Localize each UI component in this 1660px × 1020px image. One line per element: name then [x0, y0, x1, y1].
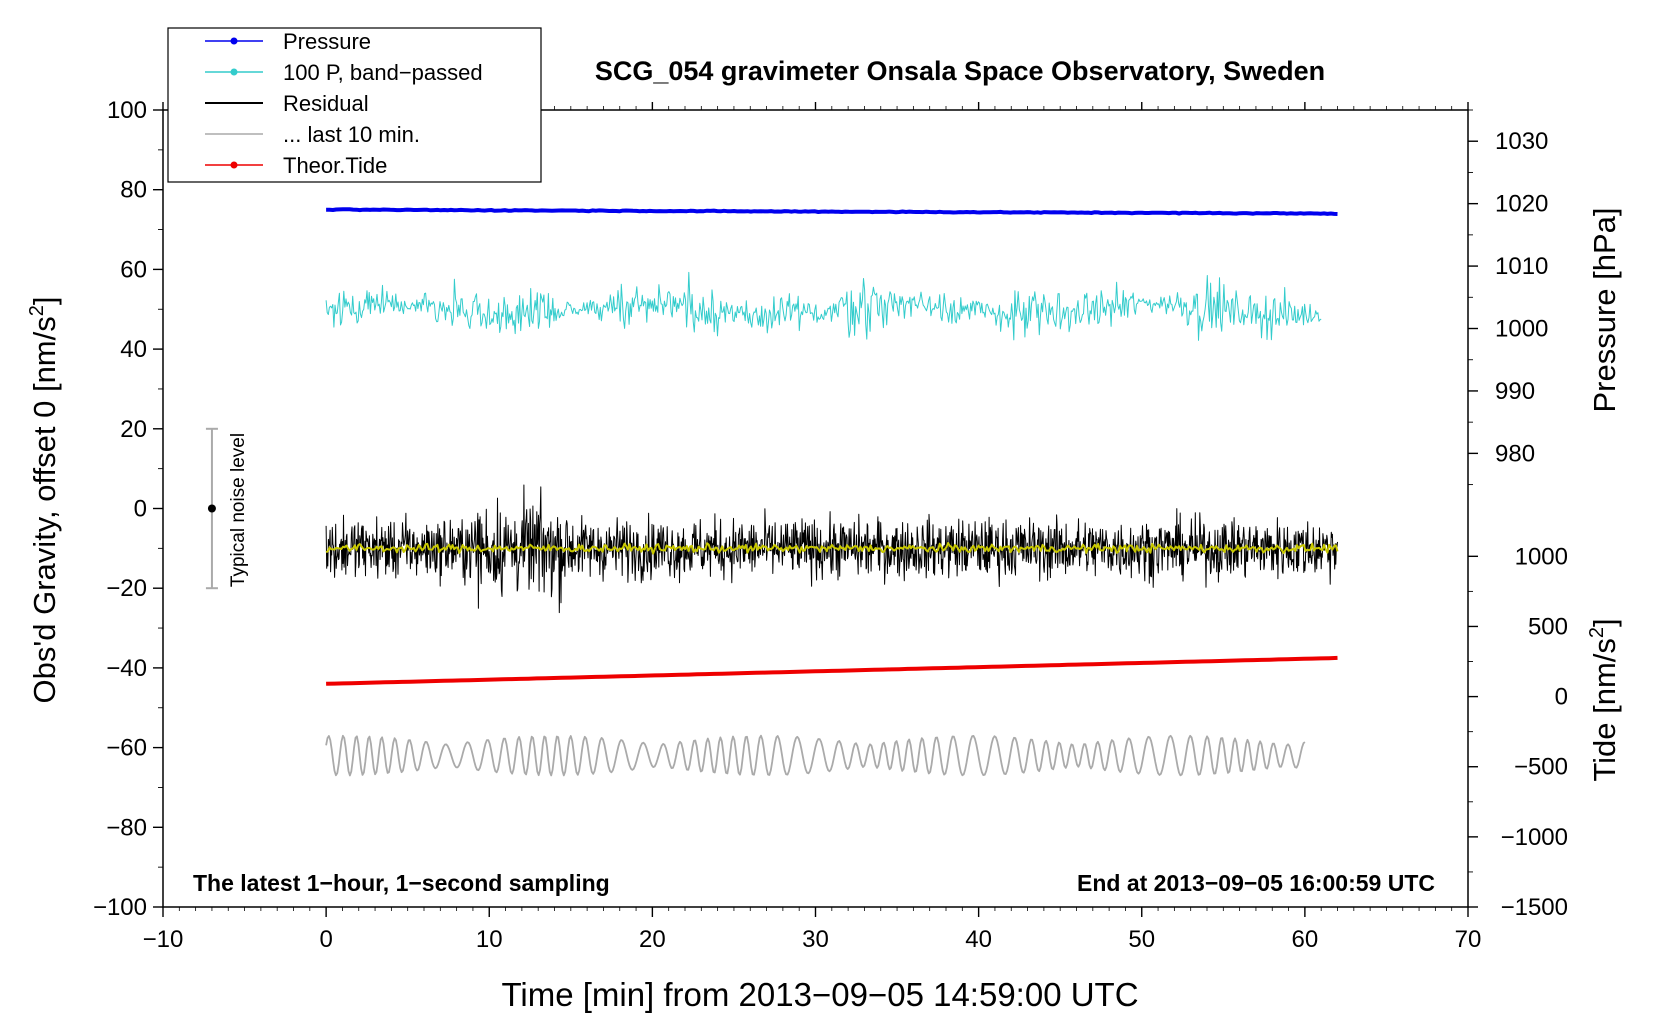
- legend-entry-label: ... last 10 min.: [283, 122, 420, 147]
- legend-entry-label: Pressure: [283, 29, 371, 54]
- residual-series: [325, 484, 1338, 614]
- legend-entry-label: Theor.Tide: [283, 153, 387, 178]
- x-tick-label: 30: [802, 926, 829, 953]
- y-tick-label: −40: [106, 655, 147, 682]
- y-tick-label: 40: [120, 336, 147, 363]
- tide-tick-label: 500: [1528, 613, 1568, 640]
- y-tick-label: −100: [93, 894, 147, 921]
- tide-tick-label: −1500: [1501, 894, 1568, 921]
- y-tick-label: 20: [120, 416, 147, 443]
- y-tick-label: 0: [134, 496, 147, 523]
- x-tick-label: 50: [1128, 926, 1155, 953]
- tide-tick-label: −1000: [1501, 824, 1568, 851]
- pressure-tick-label: 1010: [1495, 253, 1548, 280]
- tide-tick-label: −500: [1514, 754, 1568, 781]
- chart-title: SCG_054 gravimeter Onsala Space Observat…: [595, 56, 1325, 86]
- y-tick-label: −60: [106, 735, 147, 762]
- pressure-tick-label: 990: [1495, 378, 1535, 405]
- y-tick-label: 80: [120, 177, 147, 204]
- tide-tick-label: 0: [1555, 684, 1568, 711]
- x-tick-label: 0: [319, 926, 332, 953]
- y-axis-label-main-end: ]: [27, 297, 62, 306]
- x-axis-label: Time [min] from 2013−09−05 14:59:00 UTC: [501, 976, 1138, 1013]
- axes-layer: −10 0 10 20 30 40 50 60 70−100−80−60−40−20020406…: [93, 97, 1568, 953]
- x-tick-label: −10: [143, 926, 184, 953]
- y-axis-label-tide-end: ]: [1587, 618, 1622, 627]
- y-axis-label-tide-text: Tide [nm/s: [1587, 638, 1622, 782]
- y-axis-label-pressure: Pressure [hPa]: [1587, 207, 1622, 412]
- x-tick-label: 60: [1292, 926, 1319, 953]
- pressure-tick-label: 1000: [1495, 316, 1548, 343]
- x-tick-label: 40: [965, 926, 992, 953]
- legend-entry-label: 100 P, band−passed: [283, 60, 483, 85]
- y-tick-label: −80: [106, 814, 147, 841]
- legend-entry-label: Residual: [283, 91, 369, 116]
- legend-box: [167, 27, 542, 183]
- pressure-tick-label: 1030: [1495, 128, 1548, 155]
- legend-swatch-marker: [230, 37, 238, 45]
- x-tick-label: 10: [476, 926, 503, 953]
- y-tick-label: 100: [107, 97, 147, 124]
- x-tick-label: 70: [1455, 926, 1482, 953]
- noise-bar: [205, 427, 218, 590]
- tide-tick-label: 1000: [1515, 543, 1568, 570]
- pressure-series: [326, 207, 1338, 216]
- residual-smooth-series: [325, 542, 1339, 555]
- y-tick-label: 60: [120, 256, 147, 283]
- legend-swatch-marker: [230, 68, 238, 76]
- y-axis-label-main: Obs'd Gravity, offset 0 [nm/s2]: [26, 297, 62, 704]
- y-tick-label: −20: [106, 575, 147, 602]
- noise-bar-label: Typical noise level: [228, 433, 249, 587]
- plot-frame: [162, 109, 1469, 908]
- bandpassed-series: [325, 271, 1322, 341]
- tide-series: [326, 655, 1338, 686]
- pressure-tick-label: 1020: [1495, 191, 1548, 218]
- y-axis-label-main-sup: 2: [26, 305, 48, 316]
- legend-swatch-marker: [230, 161, 238, 169]
- annotation-left: The latest 1−hour, 1−second sampling: [193, 870, 610, 896]
- pressure-tick-label: 980: [1495, 440, 1535, 467]
- series-layer: [325, 207, 1339, 777]
- y-axis-label-tide: Tide [nm/s2]: [1586, 618, 1622, 781]
- noise-bar-center: [207, 504, 216, 513]
- legend: Pressure 100 P, band−passed Residual ... la…: [167, 27, 542, 183]
- x-tick-label: 20: [639, 926, 666, 953]
- y-axis-label-tide-sup: 2: [1586, 627, 1608, 638]
- last10-series: [325, 734, 1306, 777]
- annotation-right: End at 2013−09−05 16:00:59 UTC: [1077, 870, 1435, 896]
- y-axis-label-main-text: Obs'd Gravity, offset 0 [nm/s: [27, 316, 62, 703]
